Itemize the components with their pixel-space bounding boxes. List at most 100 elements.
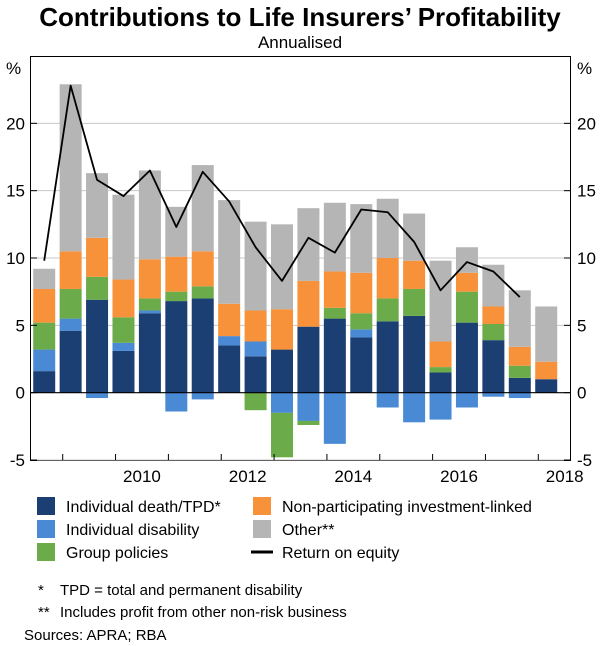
bar-series2-2014-H2 (350, 313, 373, 330)
bar-series3-2011-H2 (191, 251, 214, 287)
bar-series3-2015-H2 (403, 260, 426, 289)
bar-series4-2016-H1 (429, 260, 452, 342)
bar-series1-2017-H2 (508, 392, 531, 399)
bar-series1-2016-H2 (455, 392, 478, 408)
bar-series0-2010-H1 (112, 350, 135, 393)
bar-series0-2014-H1 (323, 318, 346, 393)
bar-series2-2011-H1 (165, 291, 188, 302)
bar-series1-2012-H1 (218, 336, 241, 346)
bar-series1-2016-H1 (429, 392, 452, 420)
footnote-2-text: Includes profit from other non-risk busi… (60, 604, 347, 621)
bar-series4-2012-H2 (244, 221, 267, 311)
bar-series2-2013-H1 (271, 412, 294, 458)
bar-series2-2016-H2 (455, 291, 478, 323)
bar-series1-2010-H2 (138, 310, 161, 314)
bar-series0-2017-H2 (508, 377, 531, 393)
x-tick-2010: 2010 (123, 467, 161, 486)
legend-swatch-4 (253, 520, 271, 538)
bar-series3-2016-H2 (455, 272, 478, 292)
y-tick-right-0: 0 (577, 384, 586, 403)
bar-series3-2014-H2 (350, 272, 373, 314)
left-unit-label: % (6, 59, 21, 78)
sources: Sources: APRA; RBA (24, 627, 167, 644)
bar-series1-2008-H2 (33, 349, 56, 372)
bar-series3-2011-H1 (165, 256, 188, 292)
bar-series0-2008-H2 (33, 371, 56, 393)
footnote-2-mark: ** (38, 604, 50, 621)
bar-series4-2013-H2 (297, 208, 320, 281)
bar-series4-2011-H2 (191, 165, 214, 252)
y-tick-right-20: 20 (577, 114, 596, 133)
y-tick-left-20: 20 (6, 114, 25, 133)
bar-series2-2011-H2 (191, 286, 214, 299)
bar-series0-2015-H2 (403, 315, 426, 393)
legend-label-3: Non-participating investment-linked (282, 499, 532, 516)
bar-series1-2010-H1 (112, 342, 135, 351)
bar-series0-2014-H2 (350, 337, 373, 393)
bar-series1-2011-H2 (191, 392, 214, 400)
y-tick-left--5: -5 (10, 451, 25, 470)
bar-series4-2017-H2 (508, 290, 531, 347)
legend: Individual death/TPD* Individual disabili… (37, 497, 532, 562)
y-tick-right-15: 15 (577, 182, 596, 201)
y-tick-left-0: 0 (16, 384, 25, 403)
bar-series3-2012-H2 (244, 310, 267, 342)
y-tick-right-5: 5 (577, 316, 586, 335)
bar-series0-2012-H1 (218, 345, 241, 393)
bar-series2-2015-H1 (376, 298, 399, 322)
bar-series3-2009-H1 (59, 251, 82, 289)
bar-series2-2008-H2 (33, 322, 56, 350)
bar-series3-2012-H1 (218, 303, 241, 337)
bar-series1-2017-H1 (482, 392, 505, 397)
bar-series1-2013-H2 (297, 392, 320, 421)
bar-series4-2011-H1 (165, 206, 188, 257)
bar-series0-2015-H1 (376, 321, 399, 393)
bar-series2-2015-H2 (403, 288, 426, 316)
bar-series0-2016-H2 (455, 322, 478, 393)
y-tick-left-10: 10 (6, 249, 25, 268)
bar-series0-2011-H2 (191, 298, 214, 393)
bar-series4-2015-H2 (403, 213, 426, 261)
bar-series4-2014-H2 (350, 204, 373, 273)
bar-series0-2009-H2 (86, 299, 109, 393)
bar-series0-2012-H2 (244, 356, 267, 393)
return-on-equity-group (43, 84, 521, 298)
bar-series2-2012-H2 (244, 392, 267, 411)
bar-series4-2014-H1 (323, 202, 346, 272)
y-tick-left-5: 5 (16, 316, 25, 335)
bar-series4-2015-H1 (376, 198, 399, 258)
footnote-1-text: TPD = total and permanent disability (60, 582, 303, 599)
legend-swatch-1 (37, 520, 55, 538)
bar-series1-2011-H1 (165, 392, 188, 412)
bar-series1-2009-H1 (59, 318, 82, 331)
bar-series3-2013-H1 (271, 309, 294, 350)
bar-series4-2017-H1 (482, 264, 505, 307)
bar-series2-2016-H1 (429, 367, 452, 373)
bar-series3-2015-H1 (376, 258, 399, 299)
bar-series0-2013-H1 (271, 349, 294, 393)
bar-series1-2015-H2 (403, 392, 426, 423)
bar-series2-2010-H1 (112, 317, 135, 343)
x-tick-2018: 2018 (546, 467, 584, 486)
bar-series3-2013-H2 (297, 280, 320, 327)
bar-series1-2009-H2 (86, 392, 109, 399)
bar-series2-2010-H2 (138, 298, 161, 311)
x-tick-2012: 2012 (229, 467, 267, 486)
bar-series3-2017-H1 (482, 306, 505, 324)
bar-series0-2018-H1 (535, 379, 558, 393)
bar-stacks (33, 84, 558, 458)
bar-series1-2014-H1 (323, 392, 346, 444)
y-tick-right--5: -5 (577, 451, 592, 470)
x-tick-2016: 2016 (440, 467, 478, 486)
bar-series4-2012-H1 (218, 200, 241, 304)
bar-series2-2017-H2 (508, 365, 531, 378)
footnote-1-mark: * (38, 582, 44, 599)
legend-label-2: Group policies (66, 545, 168, 562)
legend-swatch-3 (253, 497, 271, 515)
x-tick-2014: 2014 (334, 467, 372, 486)
bar-series4-2009-H2 (86, 173, 109, 238)
chart-title: Contributions to Life Insurers’ Profitab… (39, 2, 561, 32)
bar-series2-2009-H1 (59, 288, 82, 319)
x-axis-ticks: 2010 2012 2014 2016 2018 (62, 454, 584, 486)
